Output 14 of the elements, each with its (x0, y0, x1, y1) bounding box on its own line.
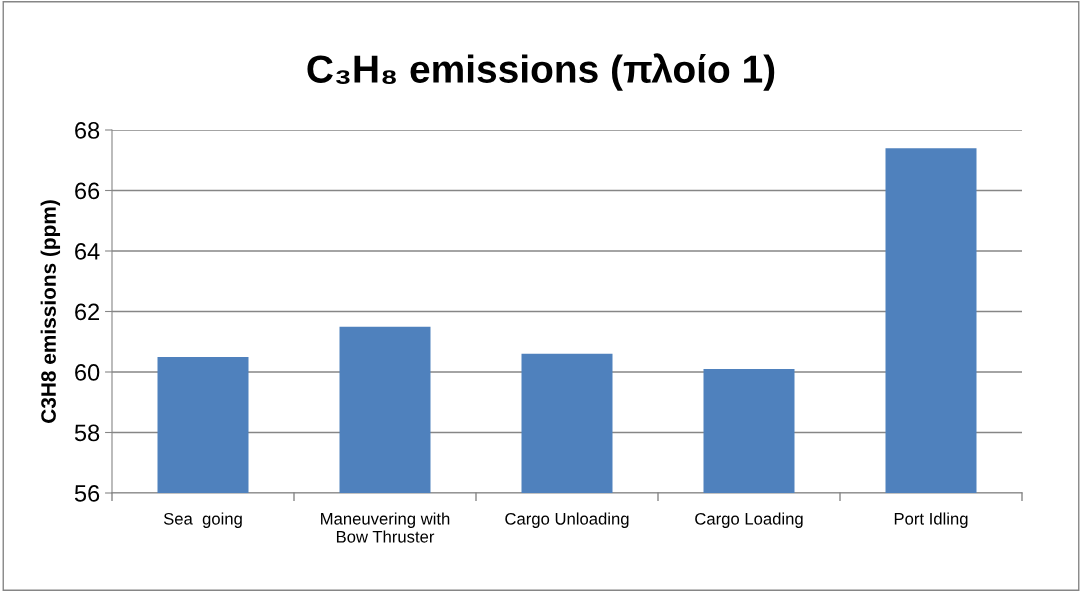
y-tick-label: 58 (74, 424, 100, 442)
y-axis-title: C3H8 emissions (ppm) (40, 200, 61, 423)
y-tick-label: 62 (75, 303, 100, 321)
x-tick-label: Cargo Loading (695, 512, 803, 528)
y-tick-label: 68 (75, 122, 100, 139)
y-tick-label: 56 (74, 485, 100, 502)
chart-title: C₃H₈ emissions (πλοίο 1) (307, 53, 775, 91)
y-tick-label: 64 (75, 243, 100, 260)
x-tick-label: Cargo Unloading (505, 512, 629, 528)
y-tick-label: 66 (75, 182, 100, 200)
y-tick-label: 60 (75, 364, 100, 381)
x-tick-label: Port Idling (894, 512, 968, 528)
x-tick-label: Maneuvering with Bow Thruster (321, 512, 450, 543)
x-tick-label: Sea going (163, 512, 242, 528)
